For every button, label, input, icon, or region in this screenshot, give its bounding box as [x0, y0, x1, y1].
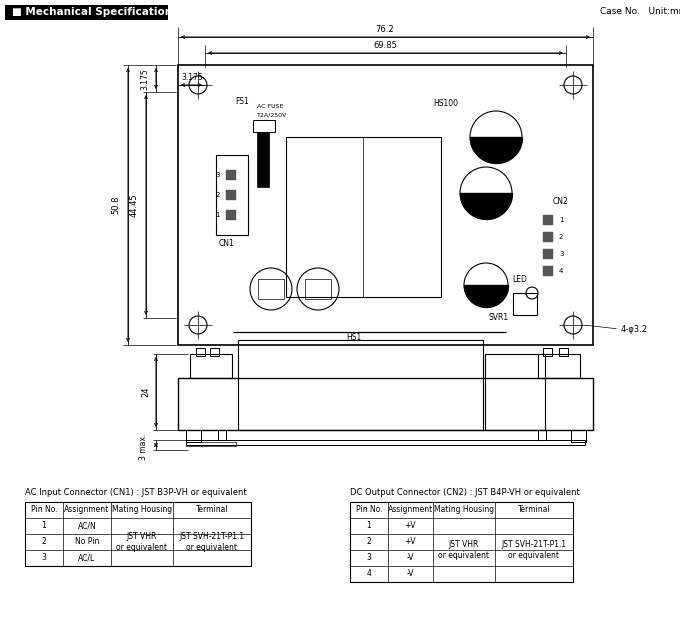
Text: Assignment: Assignment [65, 506, 109, 515]
Text: 2: 2 [41, 537, 46, 546]
Bar [513, 293, 537, 315]
Text: T2A/250V: T2A/250V [257, 113, 287, 118]
Bar [538, 430, 546, 440]
Text: Case No.   Unit:mm: Case No. Unit:mm [600, 8, 680, 16]
Text: 4-φ3.2: 4-φ3.2 [621, 325, 648, 334]
Bar [305, 279, 331, 299]
Text: HS1: HS1 [346, 332, 361, 341]
Text: Terminal: Terminal [196, 506, 228, 515]
Bar [226, 170, 236, 180]
Text: AC/N: AC/N [78, 522, 97, 530]
Text: AC FUSE: AC FUSE [257, 104, 284, 110]
Bar [543, 348, 552, 356]
Bar [350, 502, 573, 582]
Text: -V: -V [407, 553, 414, 563]
Text: CN1: CN1 [219, 239, 235, 248]
Text: JST SVH-21T-P1.1
or equivalent: JST SVH-21T-P1.1 or equivalent [501, 540, 566, 560]
Bar [5, 5, 168, 20]
Text: 3.175: 3.175 [141, 68, 150, 90]
Text: 2: 2 [216, 192, 220, 198]
Bar [226, 190, 236, 200]
Text: 1: 1 [559, 217, 564, 223]
Text: -V: -V [407, 570, 414, 579]
Bar [25, 502, 251, 566]
Bar [257, 132, 269, 187]
Text: 2: 2 [559, 234, 563, 240]
Text: CN2: CN2 [553, 196, 568, 206]
Bar [178, 378, 593, 430]
Bar [178, 65, 593, 345]
Text: 69.85: 69.85 [373, 41, 397, 49]
Text: Mating Housing: Mating Housing [112, 506, 172, 515]
Text: Assignment: Assignment [388, 506, 433, 515]
Text: AC/L: AC/L [78, 553, 96, 563]
Bar [238, 340, 483, 430]
Text: 1: 1 [367, 522, 371, 530]
Text: 3: 3 [367, 553, 371, 563]
Text: No Pin: No Pin [75, 537, 99, 546]
Text: AC Input Connector (CN1) : JST B3P-VH or equivalent: AC Input Connector (CN1) : JST B3P-VH or… [25, 488, 247, 497]
Text: SVR1: SVR1 [489, 313, 509, 322]
Text: 2: 2 [367, 537, 371, 546]
Text: Mating Housing: Mating Housing [434, 506, 494, 515]
Text: 24: 24 [141, 387, 150, 398]
Bar [253, 120, 275, 132]
Text: DC Output Connector (CN2) : JST B4P-VH or equivalent: DC Output Connector (CN2) : JST B4P-VH o… [350, 488, 580, 497]
Bar [190, 354, 232, 378]
Bar [186, 440, 585, 445]
Bar [216, 155, 248, 235]
Text: 3.175: 3.175 [181, 73, 203, 82]
Text: Pin No.: Pin No. [356, 506, 382, 515]
Text: HS100: HS100 [433, 99, 458, 108]
Text: Pin No.: Pin No. [31, 506, 57, 515]
Bar [543, 266, 553, 276]
Text: 44.45: 44.45 [129, 193, 139, 217]
Text: +V: +V [405, 522, 416, 530]
Bar [543, 215, 553, 225]
Bar [485, 354, 545, 430]
Text: 4: 4 [559, 268, 563, 274]
Text: LED: LED [512, 275, 527, 284]
Text: 1: 1 [41, 522, 46, 530]
Text: 3: 3 [41, 553, 46, 563]
Bar [258, 279, 284, 299]
Text: ■ Mechanical Specification: ■ Mechanical Specification [12, 7, 172, 17]
Bar [186, 430, 201, 442]
Text: 3: 3 [559, 251, 564, 257]
Bar [559, 348, 568, 356]
Text: 4: 4 [367, 570, 371, 579]
Text: 76.2: 76.2 [375, 25, 394, 34]
Bar [538, 354, 580, 378]
Bar [218, 430, 226, 440]
Bar [543, 249, 553, 259]
Text: 3 max.: 3 max. [139, 434, 148, 460]
Text: 1: 1 [216, 212, 220, 218]
Text: Terminal: Terminal [517, 506, 550, 515]
Text: 3: 3 [216, 172, 220, 178]
Bar [226, 210, 236, 220]
Bar [210, 348, 219, 356]
Text: 50.8: 50.8 [112, 196, 120, 214]
Bar [571, 430, 586, 442]
Text: JST VHR
or equivalent: JST VHR or equivalent [439, 540, 490, 560]
Text: JST SVH-21T-P1.1
or equivalent: JST SVH-21T-P1.1 or equivalent [180, 532, 245, 552]
Bar [186, 442, 236, 446]
Text: +V: +V [405, 537, 416, 546]
Bar [286, 137, 441, 297]
Bar [196, 348, 205, 356]
Text: JST VHR
or equivalent: JST VHR or equivalent [116, 532, 167, 552]
Text: FS1: FS1 [235, 96, 249, 106]
Bar [543, 232, 553, 242]
